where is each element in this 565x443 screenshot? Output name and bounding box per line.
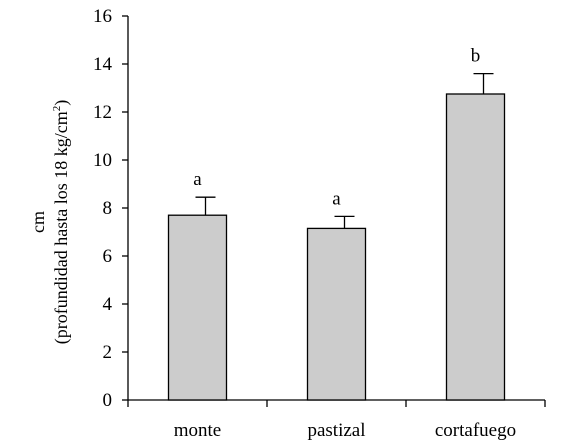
y-tick-label: 0 (103, 390, 113, 411)
significance-label-pastizal: a (332, 188, 341, 209)
bar-monte (167, 214, 228, 401)
y-tick-label: 4 (103, 294, 113, 315)
significance-label-monte: a (193, 169, 202, 190)
x-tick-label-cortafuego: cortafuego (435, 420, 516, 441)
y-tick-label: 16 (93, 6, 112, 27)
bar-cortafuego (445, 93, 506, 401)
x-tick-label-pastizal: pastizal (307, 420, 365, 441)
significance-label-cortafuego: b (471, 46, 481, 67)
bar-pastizal (306, 227, 367, 401)
y-tick-label: 6 (103, 246, 113, 267)
y-tick-label: 2 (103, 342, 113, 363)
y-axis-title-line1: cm (28, 211, 48, 233)
y-tick-label: 8 (103, 198, 113, 219)
x-tick-label-monte: monte (174, 420, 222, 441)
plot-area: 0 2 4 6 8 10 12 14 16 a monte a pastizal b cortafuego (93, 6, 546, 441)
y-axis-title: cm (profundidad hasta los 18 kg/cm2) (28, 100, 72, 344)
y-tick-label: 10 (93, 150, 112, 171)
y-axis-title-line2-main: (profundidad hasta los 18 kg/cm (51, 111, 72, 344)
y-tick-label: 12 (93, 102, 112, 123)
y-axis-title-line2-end: ) (51, 100, 72, 106)
y-axis-title-line2: (profundidad hasta los 18 kg/cm2) (51, 100, 72, 344)
y-tick-label: 14 (93, 54, 113, 75)
y-axis-title-superscript: 2 (51, 106, 63, 112)
